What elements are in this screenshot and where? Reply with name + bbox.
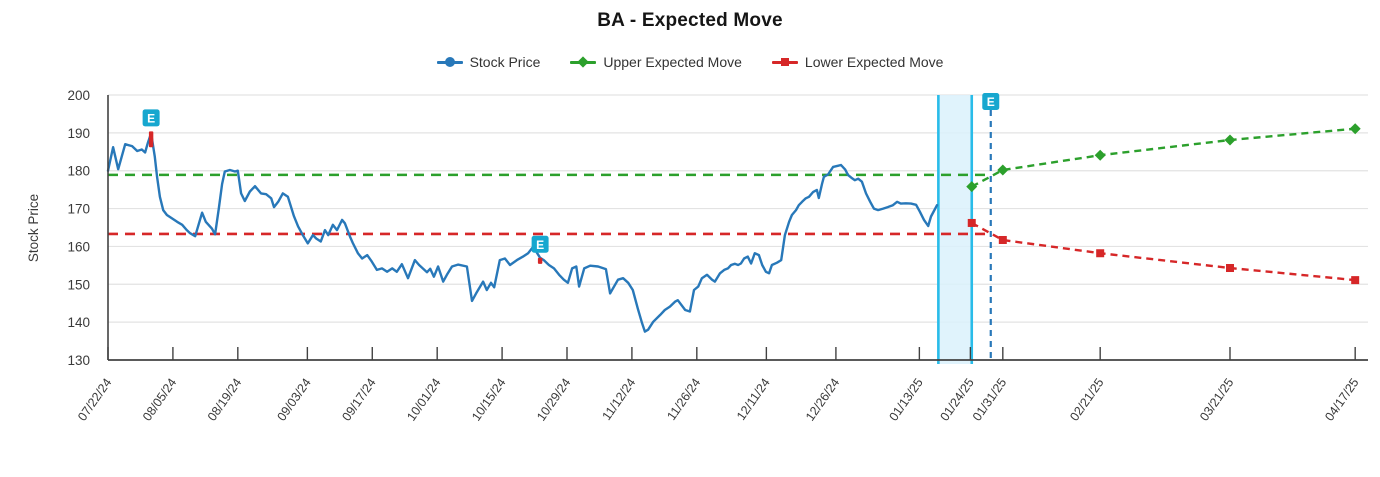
upper-move-point (997, 164, 1009, 176)
legend-label: Upper Expected Move (603, 54, 742, 70)
stock-price-marker-icon (436, 56, 463, 68)
earnings-badge (531, 235, 549, 253)
lower-expected-line (971, 221, 1356, 282)
legend-item-upper-expected-move[interactable]: Upper Expected Move (570, 54, 742, 70)
y-tick-label: 190 (67, 126, 90, 141)
y-tick-label: 150 (67, 277, 90, 292)
earnings-badge (982, 93, 1000, 110)
x-tick-label: 01/13/25 (886, 376, 925, 424)
earnings-price-tick (148, 131, 154, 148)
earnings-badge-label: E (536, 238, 544, 252)
y-tick-label: 140 (67, 315, 90, 330)
lower-move-marker-icon (771, 56, 798, 68)
x-tick-label: 12/26/24 (803, 376, 842, 424)
x-tick-label: 02/21/25 (1067, 376, 1106, 424)
upper-move-point (1224, 134, 1236, 146)
x-tick-label: 11/26/24 (664, 376, 703, 423)
x-tick-label: 01/31/25 (970, 376, 1009, 424)
x-tick-label: 10/15/24 (469, 376, 508, 424)
upper-move-point (966, 181, 978, 193)
x-tick-label: 03/21/25 (1197, 376, 1236, 424)
x-tick-label: 10/29/24 (534, 376, 573, 424)
x-tick-label: 12/11/24 (734, 376, 773, 423)
x-tick-label: 08/19/24 (205, 376, 244, 424)
upper-move-point (1349, 123, 1361, 135)
x-tick-label: 07/22/24 (75, 376, 114, 424)
x-tick-label: 10/01/24 (404, 376, 443, 424)
legend-item-stock-price[interactable]: Stock Price (436, 54, 541, 70)
lower-move-point (1225, 264, 1234, 273)
chart-title: BA - Expected Move (597, 10, 783, 31)
lower-move-point (998, 235, 1007, 244)
lower-move-point (1351, 276, 1360, 285)
earnings-price-tick (537, 257, 543, 264)
lower-move-point (967, 218, 976, 227)
stock-price-line (106, 132, 939, 333)
y-tick-label: 160 (67, 239, 90, 254)
highlight-band (938, 95, 972, 364)
y-tick-label: 130 (67, 353, 90, 368)
earnings-badge-label: E (987, 95, 995, 109)
y-tick-label: 200 (67, 88, 90, 103)
earnings-badge (142, 109, 160, 127)
y-tick-label: 170 (67, 202, 90, 217)
y-tick-label: 180 (67, 164, 90, 179)
chart-legend: Stock Price Upper Expected Move Lower Ex… (0, 54, 1380, 70)
x-tick-label: 11/12/24 (600, 376, 639, 423)
upper-move-point (1094, 149, 1106, 161)
upper-move-marker-icon (570, 56, 597, 68)
upper-expected-line (971, 127, 1356, 188)
legend-item-lower-expected-move[interactable]: Lower Expected Move (771, 54, 944, 70)
earnings-badge-label: E (147, 111, 155, 125)
x-tick-label: 08/05/24 (140, 376, 179, 424)
y-axis-title: Stock Price (26, 194, 41, 262)
lower-move-point (1096, 249, 1105, 258)
legend-label: Stock Price (469, 54, 541, 70)
x-tick-label: 09/03/24 (274, 376, 313, 424)
x-tick-label: 04/17/25 (1322, 376, 1361, 424)
legend-label: Lower Expected Move (804, 54, 944, 70)
x-tick-label: 09/17/24 (339, 376, 378, 424)
